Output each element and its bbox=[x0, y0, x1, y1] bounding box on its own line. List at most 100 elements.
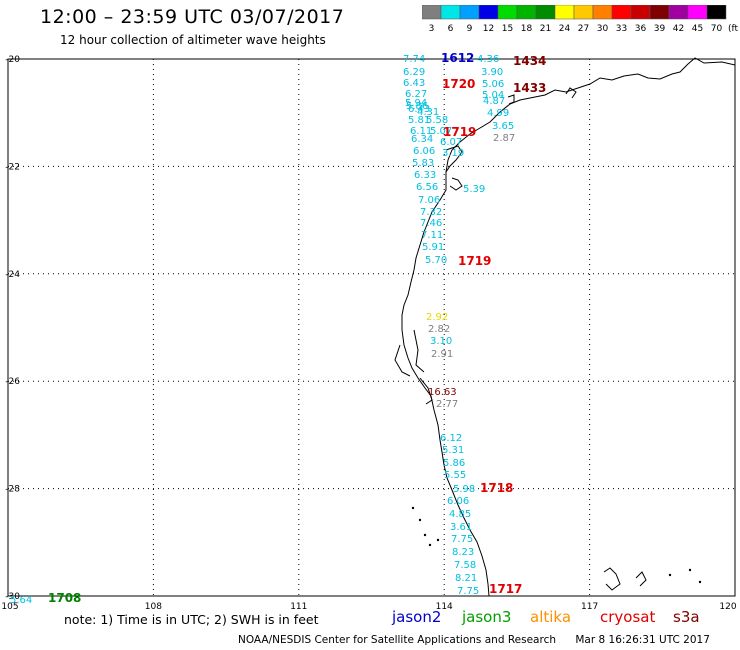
pass-time-label: 1612 bbox=[441, 51, 474, 65]
colorbar-label: 24 bbox=[559, 24, 571, 34]
island-dot bbox=[668, 573, 672, 577]
coast-detail bbox=[413, 329, 425, 373]
coast-detail bbox=[419, 377, 433, 405]
wave-height-label: 7.75 bbox=[451, 534, 473, 545]
wave-height-label: 5.04 bbox=[482, 90, 504, 101]
wave-height-label: 5.86 bbox=[443, 458, 465, 469]
wave-height-label: 6.43 bbox=[403, 78, 425, 89]
lat-tick-label: -20 bbox=[5, 55, 20, 65]
pass-time-label: 1719 bbox=[458, 254, 491, 268]
wave-height-label: 6.56 bbox=[416, 182, 438, 193]
wave-height-label: 6.12 bbox=[440, 433, 462, 444]
colorbar-label: 33 bbox=[616, 24, 627, 34]
wave-height-label: 5.70 bbox=[425, 255, 447, 266]
wave-height-label: 2.92 bbox=[426, 312, 448, 323]
wave-height-label: 5.06 bbox=[482, 79, 504, 90]
coastline bbox=[401, 57, 736, 597]
note-text: note: 1) Time is in UTC; 2) SWH is in fe… bbox=[64, 612, 319, 627]
island-dot bbox=[436, 538, 440, 542]
lon-tick-label: 108 bbox=[145, 602, 162, 612]
lat-tick-label: -26 bbox=[5, 377, 20, 387]
wave-height-label: 7.58 bbox=[454, 560, 476, 571]
legend-jason2: jason2 bbox=[392, 608, 442, 626]
wave-height-label: 7.11 bbox=[421, 230, 443, 241]
colorbar-label: 15 bbox=[502, 24, 513, 34]
wave-height-label: 5.91 bbox=[422, 242, 444, 253]
pass-time-label: 1708 bbox=[48, 591, 81, 605]
wave-height-label: 3.61 bbox=[450, 522, 472, 533]
wave-height-label: 4.36 bbox=[477, 54, 499, 65]
wave-height-label: 6.29 bbox=[403, 67, 425, 78]
lon-tick-label: 120 bbox=[719, 602, 736, 612]
wave-height-label: 4.87 bbox=[483, 96, 505, 107]
wave-height-label: 3.10 bbox=[430, 336, 452, 347]
wave-height-label: 7.06 bbox=[418, 195, 440, 206]
pass-time-label: 1719 bbox=[443, 125, 476, 139]
island-dot bbox=[698, 580, 702, 584]
island-dot bbox=[688, 568, 692, 572]
coast-detail bbox=[449, 177, 463, 191]
wave-height-label: 3.19 bbox=[442, 148, 464, 159]
legend-jason3: jason3 bbox=[462, 608, 512, 626]
wave-height-label: 7.32 bbox=[420, 207, 442, 218]
lat-tick-label: -30 bbox=[5, 592, 20, 602]
lat-tick-label: -22 bbox=[5, 162, 20, 172]
wave-height-label: 3.65 bbox=[492, 121, 514, 132]
pass-time-label: 1718 bbox=[480, 481, 513, 495]
colorbar-label: 6 bbox=[448, 24, 454, 34]
lat-tick-label: -28 bbox=[5, 485, 20, 495]
wave-height-label: 7.75 bbox=[457, 586, 479, 597]
colorbar-label: 9 bbox=[467, 24, 473, 34]
island-dot bbox=[428, 543, 432, 547]
coast-detail bbox=[445, 145, 463, 173]
wave-height-label: 5.83 bbox=[412, 158, 434, 169]
pass-time-label: 1433 bbox=[513, 81, 546, 95]
lon-tick-label: 117 bbox=[581, 602, 598, 612]
footer-credit: NOAA/NESDIS Center for Satellite Applica… bbox=[238, 634, 710, 646]
wave-height-label: 5.31 bbox=[442, 445, 464, 456]
legend-s3a: s3a bbox=[673, 608, 700, 626]
wave-height-label: 5.86 bbox=[406, 101, 428, 112]
island-dot bbox=[418, 518, 422, 522]
lon-tick-label: 114 bbox=[436, 602, 453, 612]
colorbar-label: 36 bbox=[635, 24, 647, 34]
wave-height-label: 4.85 bbox=[449, 509, 471, 520]
legend-cryosat: cryosat bbox=[600, 608, 656, 626]
wave-height-label: 8.21 bbox=[455, 573, 477, 584]
wave-height-label: 7.46 bbox=[420, 218, 442, 229]
pass-time-label: 1717 bbox=[489, 582, 522, 596]
wave-height-label: 8.23 bbox=[452, 547, 474, 558]
colorbar-swatch-70 bbox=[706, 5, 727, 20]
coast-detail bbox=[394, 344, 411, 377]
wave-height-label: 2.82 bbox=[428, 324, 450, 335]
pass-time-label: 1434 bbox=[513, 54, 546, 68]
wave-height-label: 5.64 bbox=[10, 595, 32, 606]
coast-detail bbox=[565, 87, 577, 99]
lon-tick-label: 105 bbox=[1, 602, 18, 612]
island-dot bbox=[423, 533, 427, 537]
coast-detail bbox=[635, 571, 647, 587]
wave-height-label: 5.07 bbox=[430, 126, 452, 137]
colorbar-unit: (ft) bbox=[728, 24, 738, 34]
colorbar-label: 18 bbox=[521, 24, 533, 34]
colorbar-label: 12 bbox=[483, 24, 494, 34]
colorbar-label: 45 bbox=[692, 24, 703, 34]
colorbar-label: 27 bbox=[578, 24, 589, 34]
wave-height-label: 2.77 bbox=[436, 399, 458, 410]
wave-height-label: 6.06 bbox=[447, 496, 469, 507]
footer-timestamp: Mar 8 16:26:31 UTC 2017 bbox=[575, 634, 710, 646]
wave-height-label: 6.33 bbox=[414, 170, 436, 181]
wave-height-label: 6.27 bbox=[405, 89, 427, 100]
colorbar-label: 21 bbox=[540, 24, 551, 34]
wave-height-label: 7.74 bbox=[403, 54, 425, 65]
wave-height-label: 6.07 bbox=[440, 137, 462, 148]
wave-height-label: 5.58 bbox=[426, 115, 448, 126]
map-title: 12:00 – 23:59 UTC 03/07/2017 bbox=[40, 6, 345, 28]
wave-height-label: 2.91 bbox=[431, 349, 453, 360]
wave-height-label: 5.98 bbox=[453, 484, 475, 495]
island-dot bbox=[411, 506, 415, 510]
coast-detail bbox=[603, 567, 621, 591]
map-frame bbox=[7, 58, 736, 597]
footer-agency: NOAA/NESDIS Center for Satellite Applica… bbox=[238, 634, 556, 646]
